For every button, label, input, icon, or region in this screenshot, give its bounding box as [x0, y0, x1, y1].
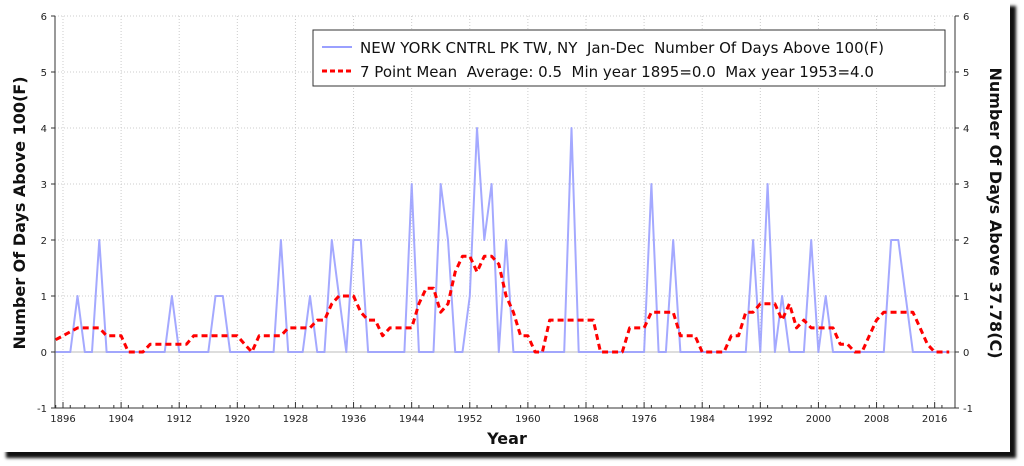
x-tick-label: 1936 [341, 414, 366, 425]
series-line-days-above-100 [55, 127, 950, 353]
legend: NEW YORK CNTRL PK TW, NY Jan-Dec Number … [312, 29, 946, 87]
axes: -1 -1 0 0 1 1 2 2 3 3 4 4 5 5 6 6 1896 1904 1912 1920 1928 19… [37, 12, 973, 425]
x-tick-label: 1984 [689, 414, 714, 425]
y-tick-label-left: 6 [41, 12, 47, 23]
y-axis-label-right: Number Of Days Above 37.78(C) [986, 67, 1005, 358]
y-tick-label-left: 4 [41, 124, 47, 135]
x-tick-label: 2000 [806, 414, 831, 425]
x-tick-label: 1968 [573, 414, 598, 425]
y-tick-label-right: -1 [963, 404, 973, 415]
y-tick-label-left: 3 [41, 180, 47, 191]
x-tick-label: 1944 [399, 414, 424, 425]
y-tick-label-right: 3 [963, 180, 969, 191]
y-tick-label-right: 5 [963, 68, 969, 79]
legend-label-mean: 7 Point Mean Average: 0.5 Min year 1895=… [360, 63, 874, 81]
y-axis-label-left: Number Of Days Above 100(F) [10, 76, 29, 349]
legend-box [312, 29, 946, 87]
x-tick-label: 2008 [864, 414, 889, 425]
y-tick-label-right: 2 [963, 236, 969, 247]
y-tick-label-right: 1 [963, 292, 969, 303]
y-tick-label-left: 1 [41, 292, 47, 303]
y-tick-label-left: 2 [41, 236, 47, 247]
x-axis-label: Year [486, 429, 527, 448]
y-tick-label-left: -1 [37, 404, 47, 415]
y-tick-label-right: 4 [963, 124, 969, 135]
x-tick-label: 1992 [748, 414, 773, 425]
legend-label-series: NEW YORK CNTRL PK TW, NY Jan-Dec Number … [360, 39, 884, 57]
x-tick-label: 1904 [108, 414, 133, 425]
y-tick-label-left: 5 [41, 68, 47, 79]
series-line-7-point-mean [54, 254, 950, 354]
x-tick-label: 1920 [225, 414, 250, 425]
x-tick-label: 1976 [631, 414, 656, 425]
x-tick-label: 1896 [50, 414, 75, 425]
x-tick-label: 1960 [515, 414, 540, 425]
series-lines [54, 127, 950, 354]
x-tick-label: 1952 [457, 414, 482, 425]
x-tick-label: 1912 [166, 414, 191, 425]
grid [55, 15, 955, 408]
y-tick-label-right: 0 [963, 348, 969, 359]
x-tick-label: 2016 [922, 414, 947, 425]
y-tick-label-left: 0 [41, 348, 47, 359]
y-tick-label-right: 6 [963, 12, 969, 23]
x-tick-label: 1928 [283, 414, 308, 425]
